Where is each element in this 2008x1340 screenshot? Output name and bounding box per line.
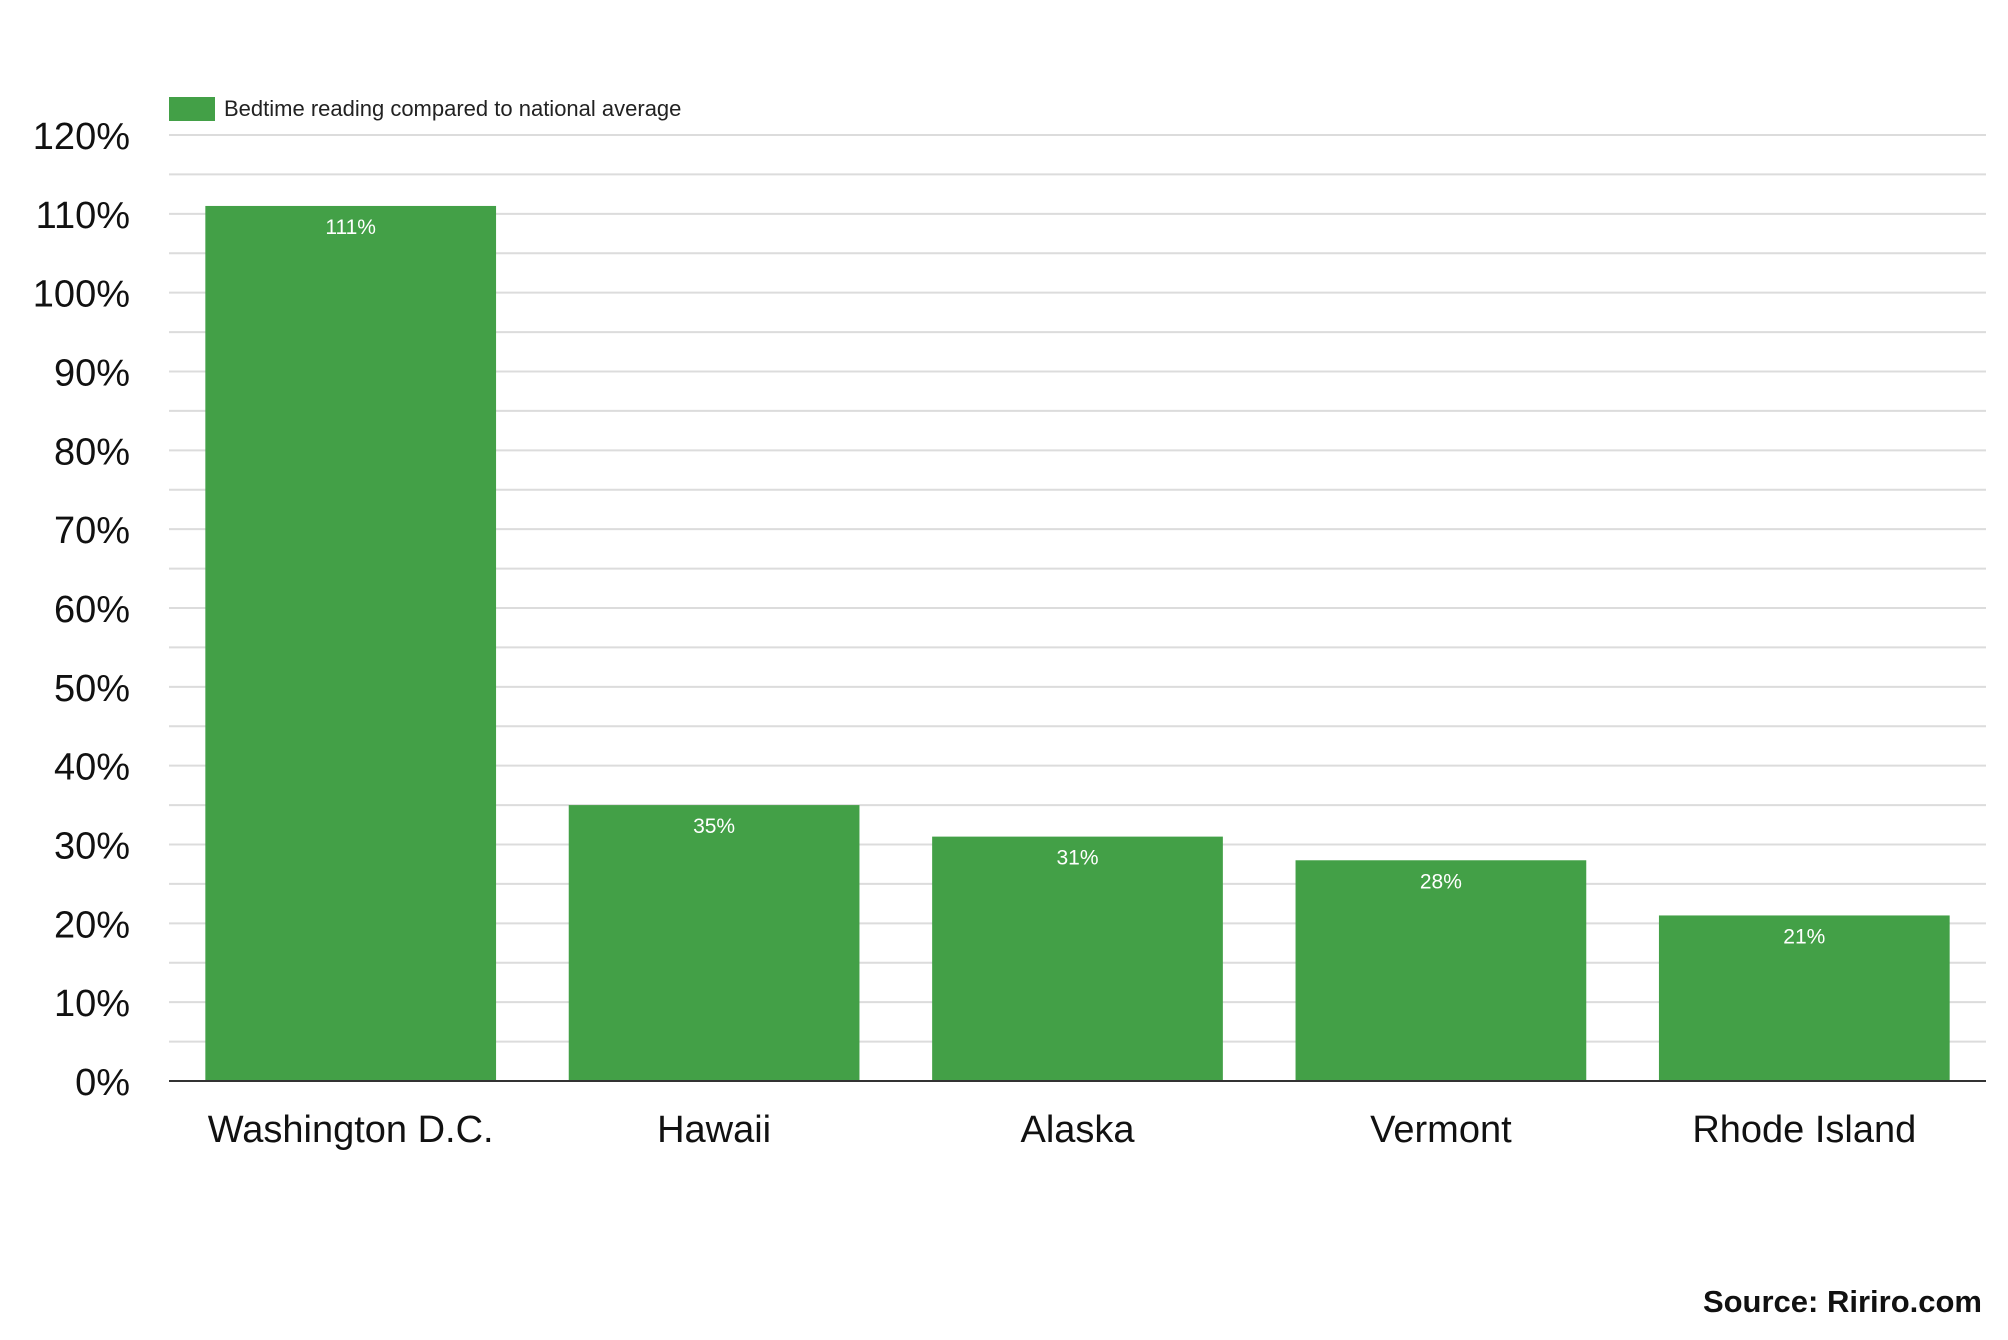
y-tick-label: 100%: [33, 274, 130, 316]
data-label: 31%: [1056, 847, 1098, 870]
bar: [205, 205, 497, 1081]
y-tick-label: 40%: [54, 747, 130, 789]
bar: [1658, 915, 1950, 1081]
x-tick-label: Vermont: [1370, 1109, 1512, 1151]
legend: Bedtime reading compared to national ave…: [169, 94, 681, 124]
y-tick-label: 0%: [75, 1062, 130, 1104]
bar: [1295, 860, 1587, 1081]
y-tick-label: 10%: [54, 983, 130, 1025]
y-tick-label: 110%: [36, 195, 130, 237]
data-label: 111%: [325, 216, 376, 239]
x-tick-label: Alaska: [1020, 1109, 1135, 1151]
y-tick-label: 90%: [54, 353, 130, 395]
y-tick-label: 70%: [54, 510, 130, 552]
x-tick-label: Hawaii: [657, 1109, 771, 1151]
data-label: 35%: [693, 815, 735, 838]
x-tick-label: Rhode Island: [1692, 1109, 1916, 1151]
y-tick-label: 30%: [54, 826, 130, 868]
y-tick-label: 50%: [54, 668, 130, 710]
y-tick-label: 120%: [33, 116, 130, 158]
legend-label: Bedtime reading compared to national ave…: [224, 96, 682, 121]
y-tick-label: 60%: [54, 589, 130, 631]
legend-swatch: [169, 97, 215, 121]
x-tick-label: Washington D.C.: [208, 1109, 494, 1151]
source-label: Source: Ririro.com: [1702, 1284, 1982, 1319]
y-tick-label: 20%: [54, 904, 130, 946]
bar: [568, 805, 860, 1081]
y-tick-label: 80%: [54, 431, 130, 473]
data-label: 28%: [1420, 870, 1462, 893]
data-label: 21%: [1783, 925, 1825, 948]
bar: [932, 836, 1223, 1081]
